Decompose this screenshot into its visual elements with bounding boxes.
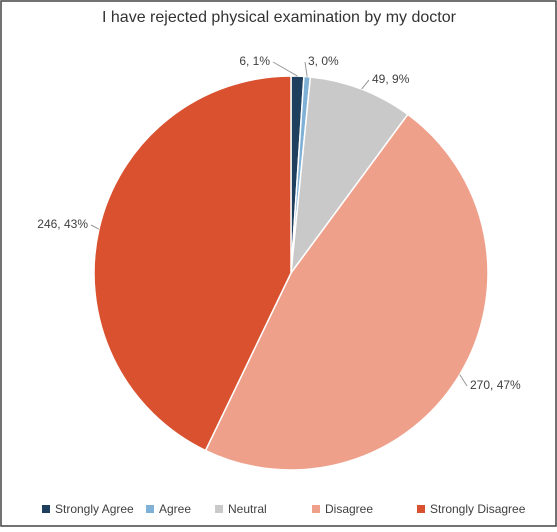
legend-label: Disagree	[325, 502, 373, 516]
data-label: 270, 47%	[470, 378, 521, 392]
pie-slice	[204, 113, 489, 471]
legend-swatch	[215, 505, 223, 513]
leader-line	[90, 224, 100, 230]
leader-line	[361, 79, 370, 90]
legend-swatch	[312, 505, 320, 513]
data-label: 3, 0%	[308, 54, 339, 68]
pie-slice	[289, 76, 409, 276]
leader-line	[304, 61, 308, 77]
leader-line	[272, 61, 298, 77]
chart-title: I have rejected physical examination by …	[102, 9, 457, 26]
data-label: 246, 43%	[37, 217, 88, 231]
data-label: 49, 9%	[372, 72, 410, 86]
leader-line	[459, 374, 468, 387]
data-label: 6, 1%	[239, 54, 270, 68]
legend-label: Neutral	[228, 502, 267, 516]
legend-swatch	[417, 505, 425, 513]
legend-label: Strongly Agree	[55, 502, 134, 516]
legend-swatch	[146, 505, 154, 513]
legend-swatch	[42, 505, 50, 513]
legend-label: Agree	[159, 502, 191, 516]
legend-label: Strongly Disagree	[430, 502, 526, 516]
